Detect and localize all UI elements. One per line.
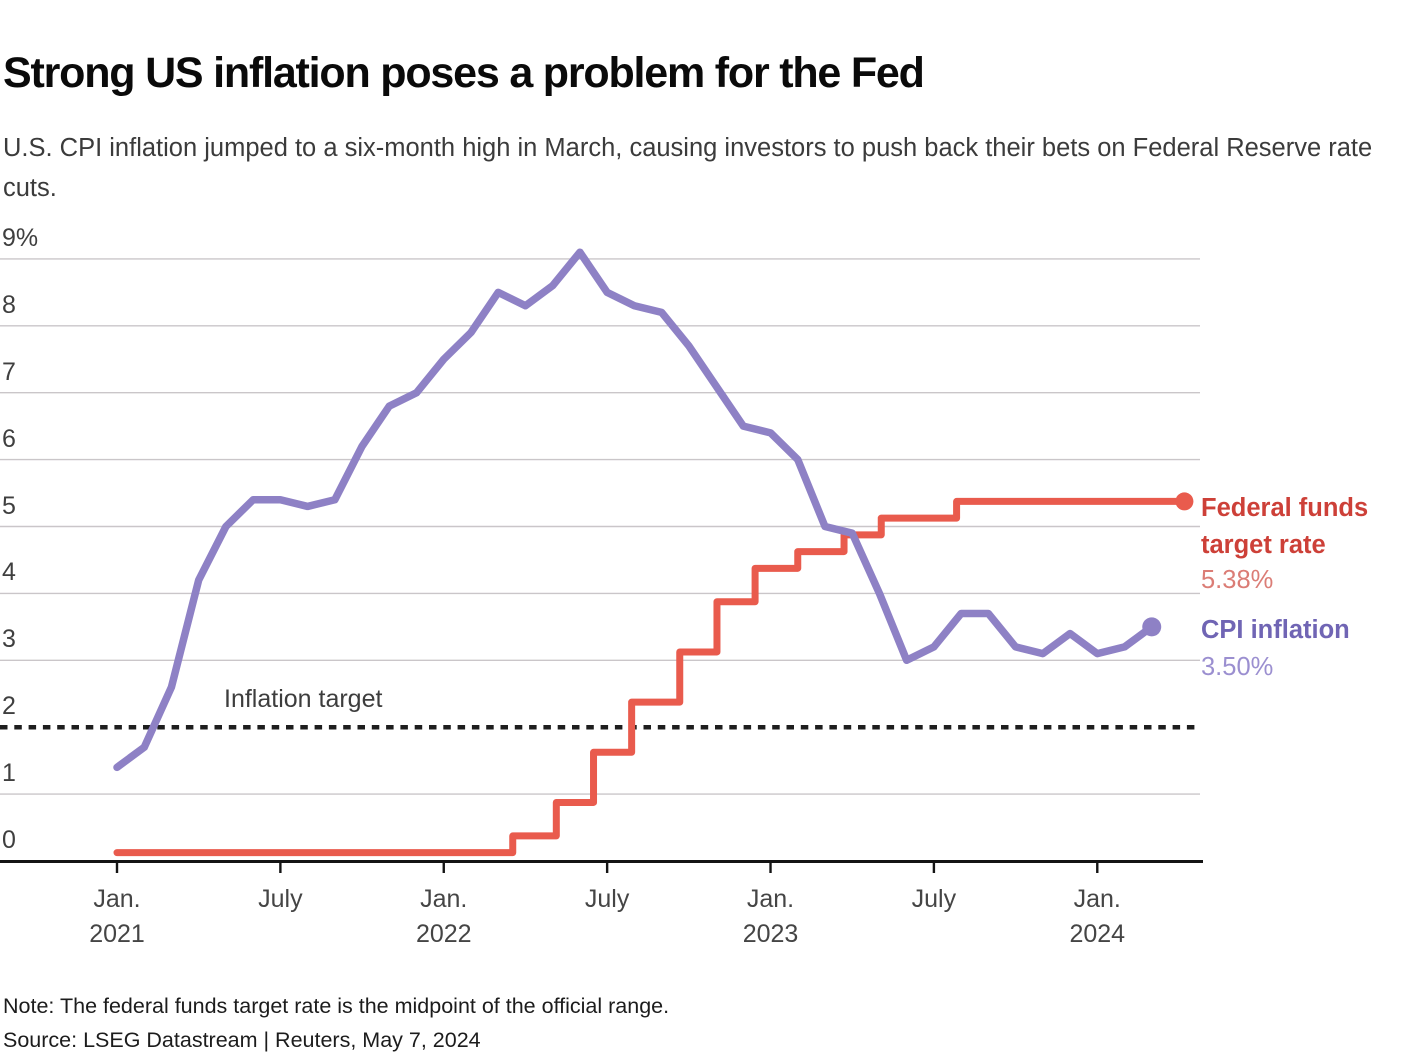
chart-title: Strong US inflation poses a problem for …: [3, 48, 925, 97]
x-axis-label-Jan.2024: Jan. 2024: [1069, 885, 1126, 948]
x-axis-label-Jan.2021: Jan. 2021: [89, 885, 145, 948]
source-line: Source: LSEG Datastream | Reuters, May 7…: [3, 1028, 481, 1052]
y-axis-label-5: 5: [2, 491, 16, 520]
legend-fed-funds-value: 5.38%: [1201, 566, 1274, 594]
y-axis-label-0: 0: [2, 826, 16, 854]
y-axis-label-9: 9%: [2, 223, 39, 252]
y-axis-label-1: 1: [2, 759, 16, 788]
fed-funds-end-dot: [1175, 492, 1194, 511]
y-axis-label-8: 8: [2, 290, 16, 319]
y-axis-label-2: 2: [2, 692, 16, 721]
legend-cpi-label: CPI inflation: [1201, 616, 1350, 644]
x-axis-label-Jan.2022: Jan. 2022: [415, 885, 472, 948]
x-axis-label-July: July: [258, 885, 303, 913]
y-axis-label-6: 6: [2, 424, 16, 453]
y-axis-label-3: 3: [2, 625, 16, 654]
cpi-line: [113, 248, 1156, 772]
y-axis-label-7: 7: [2, 357, 16, 386]
x-axis-label-July: July: [584, 885, 630, 913]
cpi-end-dot: [1142, 617, 1162, 637]
legend-cpi-value: 3.50%: [1201, 653, 1274, 681]
x-axis-label-Jan.2023: Jan. 2023: [742, 885, 799, 948]
chart-subtitle: U.S. CPI inflation jumped to a six-month…: [3, 133, 1373, 202]
legend-fed-funds-label: Federal funds target rate: [1201, 494, 1369, 559]
inflation-target-annotation: Inflation target: [224, 685, 383, 713]
fed-funds-line: [113, 497, 1188, 857]
y-axis-label-4: 4: [2, 558, 16, 587]
footnote: Note: The federal funds target rate is t…: [3, 994, 670, 1018]
x-axis-label-July: July: [911, 885, 957, 913]
